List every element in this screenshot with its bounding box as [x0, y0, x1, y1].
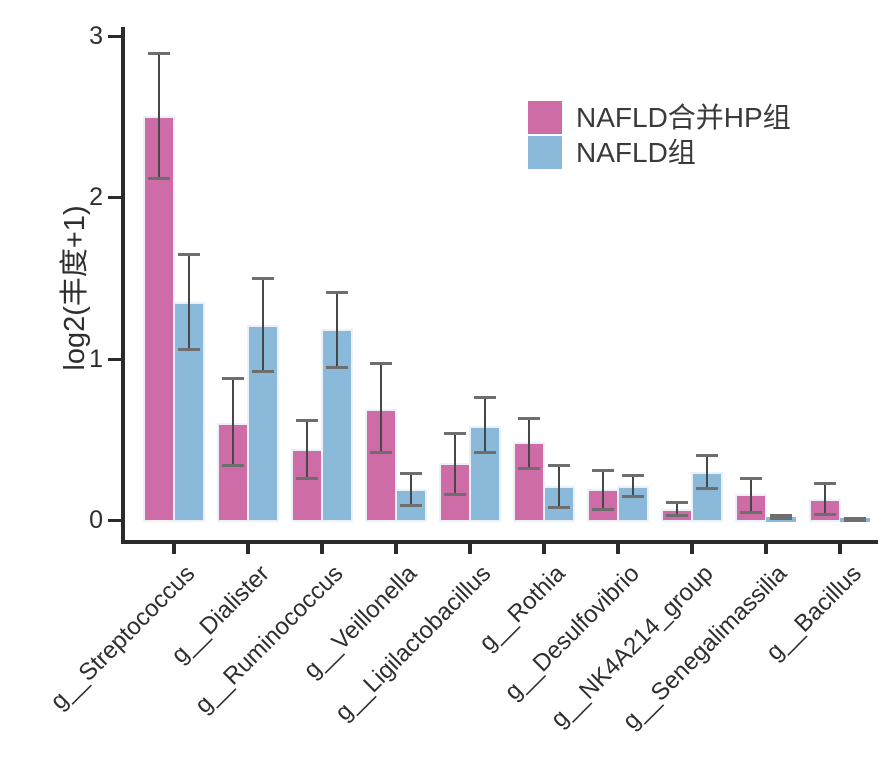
error-bar-line	[409, 473, 412, 506]
error-bar-cap	[325, 291, 348, 295]
error-bar-line	[675, 502, 678, 516]
error-bar-cap	[325, 365, 348, 369]
error-bar-line	[527, 418, 530, 469]
error-bar-cap	[517, 417, 540, 421]
error-bar-line	[823, 482, 826, 514]
legend: NAFLD合并HP组 NAFLD组	[528, 101, 791, 171]
error-bar-cap	[591, 468, 614, 472]
legend-label-nafld-hp: NAFLD合并HP组	[576, 102, 791, 133]
legend-label-nafld: NAFLD组	[576, 137, 696, 168]
error-bar-line	[483, 397, 486, 453]
bar-nafld	[690, 471, 723, 522]
bar-nafld-hp	[142, 116, 175, 522]
error-bar-cap	[251, 276, 274, 280]
error-bar-cap	[769, 517, 792, 521]
error-bar-cap	[177, 347, 200, 351]
error-bar-cap	[547, 464, 570, 468]
legend-swatch-pink	[528, 101, 562, 134]
error-bar-cap	[547, 506, 570, 510]
error-bar-line	[749, 478, 752, 512]
error-bar-cap	[739, 477, 762, 480]
error-bar-cap	[621, 494, 644, 498]
error-bar-line	[305, 419, 308, 478]
error-bar-cap	[295, 418, 318, 422]
error-bar-cap	[843, 519, 866, 522]
error-bar-cap	[443, 431, 466, 435]
x-tick	[171, 544, 176, 554]
x-tick	[689, 544, 694, 554]
error-bar-cap	[473, 396, 496, 400]
y-tick-label: 1	[89, 344, 103, 373]
error-bar-cap	[665, 514, 688, 518]
error-bar-line	[261, 277, 264, 372]
error-bar-line	[335, 292, 338, 367]
x-tick	[837, 544, 842, 554]
error-bar-cap	[473, 451, 496, 455]
error-bar-line	[601, 469, 604, 509]
error-bar-cap	[369, 362, 392, 366]
error-bar-cap	[221, 464, 244, 468]
error-bar-cap	[695, 454, 718, 458]
error-bar-line	[187, 253, 190, 349]
legend-item-nafld-hp: NAFLD合并HP组	[528, 101, 791, 134]
x-tick	[467, 544, 472, 554]
error-bar-line	[705, 455, 708, 488]
error-bar-line	[157, 53, 160, 178]
error-bar-cap	[813, 481, 836, 485]
error-bar-cap	[399, 472, 422, 476]
error-bar-cap	[369, 451, 392, 455]
y-tick	[108, 519, 121, 522]
y-tick-label: 2	[89, 183, 103, 211]
error-bar-cap	[177, 252, 200, 256]
x-tick	[245, 544, 250, 554]
y-axis-spine	[121, 27, 125, 544]
error-bar-cap	[591, 507, 614, 511]
error-bar-cap	[695, 486, 718, 490]
x-tick	[615, 544, 620, 554]
legend-swatch-blue	[528, 136, 562, 169]
legend-item-nafld: NAFLD组	[528, 136, 791, 169]
error-bar-cap	[147, 176, 170, 180]
error-bar-cap	[295, 477, 318, 480]
x-tick	[541, 544, 546, 554]
error-bar-cap	[147, 52, 170, 56]
error-bar-cap	[621, 473, 644, 477]
x-tick	[319, 544, 324, 554]
x-axis-spine	[121, 540, 878, 544]
error-bar-line	[631, 474, 634, 496]
x-tick	[763, 544, 768, 554]
y-tick	[108, 357, 121, 361]
error-bar-cap	[739, 510, 762, 514]
error-bar-cap	[251, 370, 274, 374]
y-tick	[108, 34, 121, 38]
error-bar-line	[231, 377, 234, 466]
error-bar-cap	[517, 467, 540, 471]
x-tick-label: g__Desulfovibrio	[499, 560, 645, 706]
error-bar-cap	[399, 504, 422, 508]
error-bar-cap	[843, 517, 866, 521]
error-bar-line	[379, 363, 382, 453]
y-tick-label: 0	[89, 506, 103, 534]
y-tick-label: 3	[89, 21, 103, 50]
error-bar-cap	[769, 514, 792, 518]
bar-nafld	[320, 329, 353, 522]
error-bar-cap	[813, 512, 836, 516]
error-bar-cap	[665, 501, 688, 505]
error-bar-cap	[443, 493, 466, 497]
error-bar-cap	[221, 376, 244, 380]
y-tick	[108, 196, 121, 199]
x-tick	[393, 544, 398, 554]
error-bar-line	[557, 465, 560, 508]
error-bar-line	[453, 432, 456, 495]
